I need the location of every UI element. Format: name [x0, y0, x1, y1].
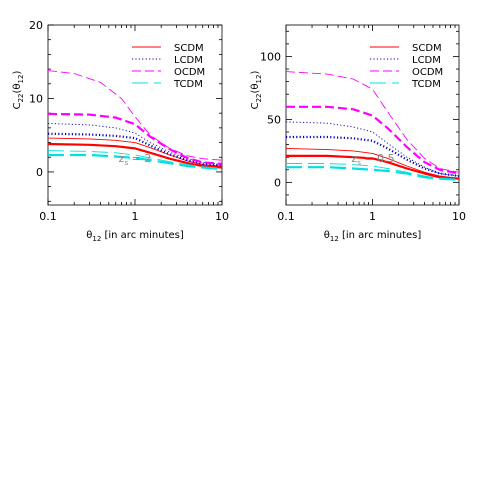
x-axis-label: θ12 [in arc minutes] — [324, 230, 422, 243]
series-line-tcdm-thin — [286, 163, 459, 181]
y-tick-label: 20 — [29, 19, 43, 32]
legend-label-lcdm: LCDM — [412, 55, 441, 66]
series-line-lcdm-thick — [286, 135, 459, 178]
y-tick-label: 0 — [36, 166, 43, 179]
y-tick-label: 50 — [267, 113, 281, 126]
series-line-scdm-thin — [286, 147, 459, 180]
x-tick-label: 10 — [452, 210, 466, 223]
series-line-tcdm-thin — [48, 150, 222, 169]
legend-label-scdm: SCDM — [412, 43, 442, 54]
series-group — [48, 70, 222, 171]
series-line-scdm-thin — [48, 137, 222, 167]
series-line-lcdm-thin — [286, 121, 459, 177]
series-line-ocdm-thin — [48, 70, 222, 161]
y-axis-label: C22(θ12) — [250, 71, 263, 110]
legend-label-ocdm: OCDM — [412, 67, 443, 78]
y-tick-label: 100 — [260, 50, 281, 63]
series-line-ocdm-thick — [286, 105, 459, 175]
y-tick-label: 10 — [29, 92, 43, 105]
x-tick-label: 1 — [369, 210, 376, 223]
x-axis-label: θ12 [in arc minutes] — [86, 230, 184, 243]
y-tick-label: 0 — [274, 176, 281, 189]
legend-label-ocdm: OCDM — [174, 67, 205, 78]
redshift-annotation: zs = 2 — [119, 152, 152, 167]
series-line-ocdm-thin — [286, 71, 459, 173]
series-line-scdm-thick — [286, 154, 459, 180]
y-axis-label: C22(θ12) — [12, 71, 25, 110]
series-line-ocdm-thick — [48, 112, 222, 165]
series-line-tcdm-thick — [48, 153, 222, 171]
legend-label-lcdm: LCDM — [174, 55, 203, 66]
x-tick-label: 1 — [132, 210, 139, 223]
legend-label-tcdm: TCDM — [411, 79, 441, 90]
series-group — [286, 71, 459, 181]
legend-label-scdm: SCDM — [174, 43, 204, 54]
chart-panel-1: 0.1 1 10 0 10 20 θ12 [in arc minutes] C22(θ12) S… — [12, 19, 229, 243]
x-tick-label: 10 — [215, 210, 229, 223]
redshift-annotation: zs = 0.5 — [351, 152, 394, 167]
series-line-tcdm-thick — [286, 166, 459, 181]
x-tick-label: 0.1 — [39, 210, 57, 223]
series-line-scdm-thick — [48, 142, 222, 169]
x-tick-label: 0.1 — [277, 210, 295, 223]
legend-label-tcdm: TCDM — [173, 79, 203, 90]
